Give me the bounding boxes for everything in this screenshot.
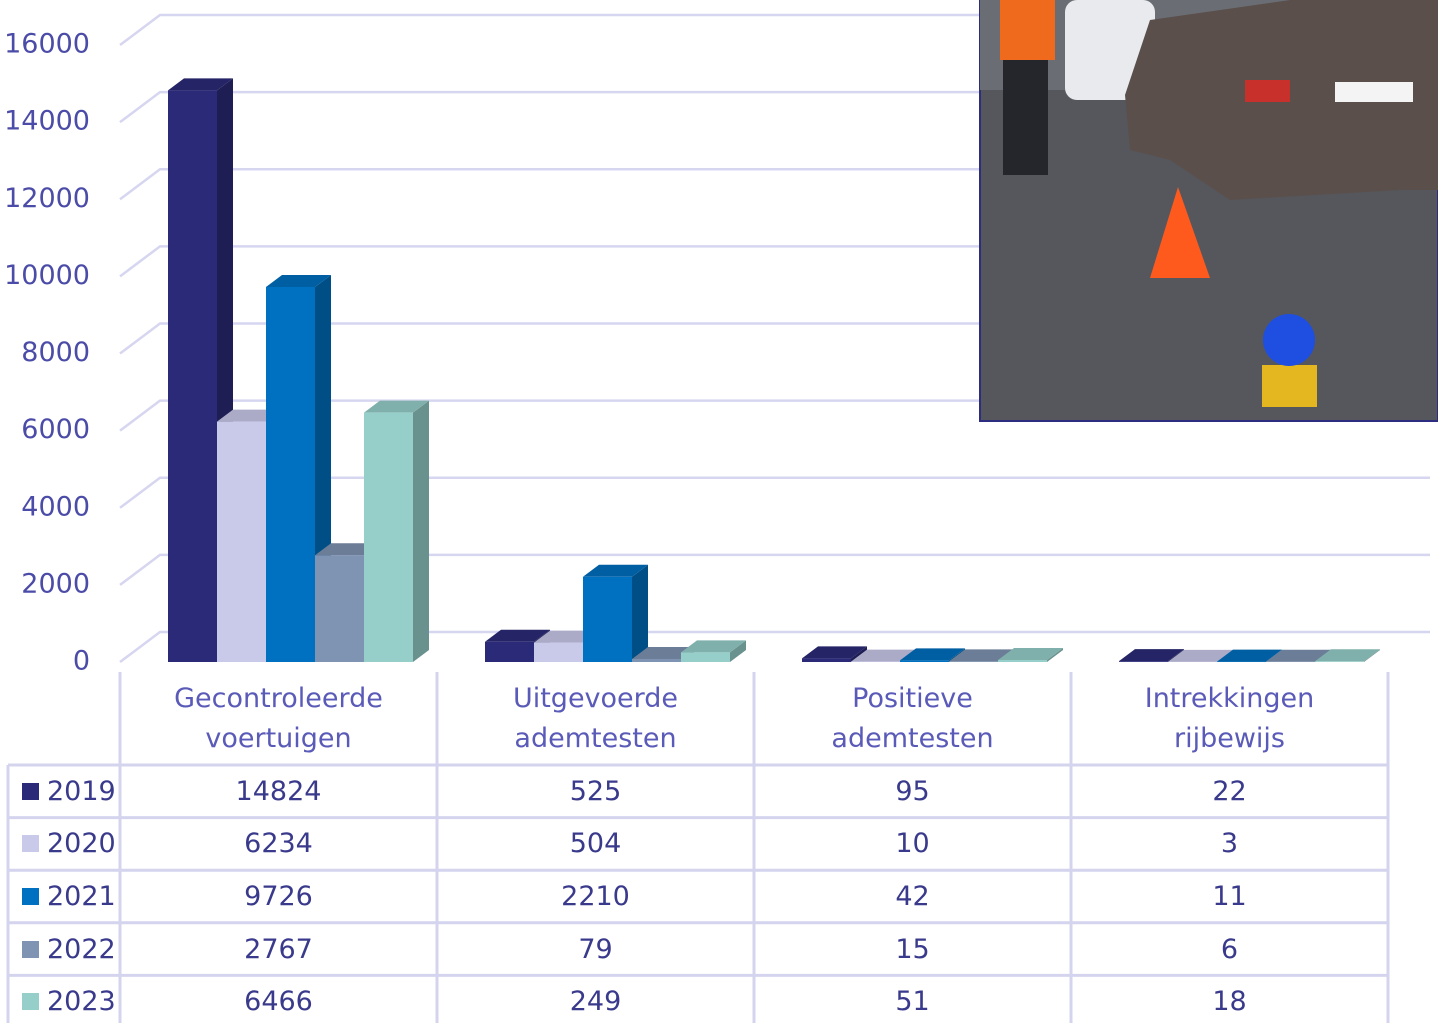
bar-front xyxy=(681,652,730,662)
x-tick-label: Intrekkingen rijbewijs xyxy=(1071,672,1388,765)
legend-swatch xyxy=(22,941,39,958)
table-value: 42 xyxy=(754,870,1071,923)
table-value: 2210 xyxy=(437,870,754,923)
table-value: 525 xyxy=(437,765,754,818)
y-tick-label: 16000 xyxy=(4,29,90,60)
table-value: 51 xyxy=(754,975,1071,1028)
legend-swatch xyxy=(22,783,39,800)
table-value: 3 xyxy=(1071,818,1388,871)
table-value: 6234 xyxy=(120,818,437,871)
bar xyxy=(681,640,746,662)
legend-entry: 2021 xyxy=(8,870,120,923)
legend-entry: 2022 xyxy=(8,923,120,976)
table-value: 2767 xyxy=(120,923,437,976)
y-tick-label: 0 xyxy=(73,646,90,677)
bar-front xyxy=(802,658,851,662)
bar-front xyxy=(485,642,534,662)
legend-swatch xyxy=(22,993,39,1010)
table-value: 79 xyxy=(437,923,754,976)
x-tick-label: Gecontroleerde voertuigen xyxy=(120,672,437,765)
bar-side xyxy=(632,565,648,662)
legend-swatch xyxy=(22,888,39,905)
photo xyxy=(980,0,1438,421)
y-tick-label: 2000 xyxy=(21,568,90,599)
bar-front xyxy=(534,643,583,662)
bar-front xyxy=(266,287,315,662)
table-value: 6 xyxy=(1071,923,1388,976)
table-value: 6466 xyxy=(120,975,437,1028)
table-value: 14824 xyxy=(120,765,437,818)
bar-front xyxy=(217,422,266,662)
y-tick-label: 10000 xyxy=(4,260,90,291)
table-value: 9726 xyxy=(120,870,437,923)
table-value: 10 xyxy=(754,818,1071,871)
bar-side xyxy=(413,401,429,662)
bar-front xyxy=(1119,661,1168,662)
legend-entry: 2019 xyxy=(8,765,120,818)
bar-front xyxy=(998,660,1047,662)
bar xyxy=(364,401,429,662)
legend-entry: 2020 xyxy=(8,818,120,871)
legend-label: 2019 xyxy=(47,776,116,807)
legend-label: 2022 xyxy=(47,934,116,965)
y-tick-label: 14000 xyxy=(4,106,90,137)
bar-front xyxy=(1315,661,1364,662)
x-tick-label: Uitgevoerde ademtesten xyxy=(437,672,754,765)
table-value: 11 xyxy=(1071,870,1388,923)
legend-label: 2020 xyxy=(47,828,116,859)
table-value: 22 xyxy=(1071,765,1388,818)
legend-entry: 2023 xyxy=(8,975,120,1028)
y-tick-label: 8000 xyxy=(21,337,90,368)
table-value: 249 xyxy=(437,975,754,1028)
bar-front xyxy=(632,659,681,662)
bar-front xyxy=(364,413,413,662)
bar-front xyxy=(583,577,632,662)
table-value: 504 xyxy=(437,818,754,871)
legend-label: 2021 xyxy=(47,881,116,912)
bar xyxy=(583,565,648,662)
table-value: 18 xyxy=(1071,975,1388,1028)
y-tick-label: 4000 xyxy=(21,491,90,522)
legend-label: 2023 xyxy=(47,986,116,1017)
bar-front xyxy=(949,661,998,662)
bar-front xyxy=(168,90,217,662)
x-tick-label: Positieve ademtesten xyxy=(754,672,1071,765)
legend-swatch xyxy=(22,835,39,852)
y-tick-label: 12000 xyxy=(4,183,90,214)
table-value: 15 xyxy=(754,923,1071,976)
bar-front xyxy=(315,555,364,662)
bar-front xyxy=(900,660,949,662)
table-value: 95 xyxy=(754,765,1071,818)
y-tick-label: 6000 xyxy=(21,414,90,445)
